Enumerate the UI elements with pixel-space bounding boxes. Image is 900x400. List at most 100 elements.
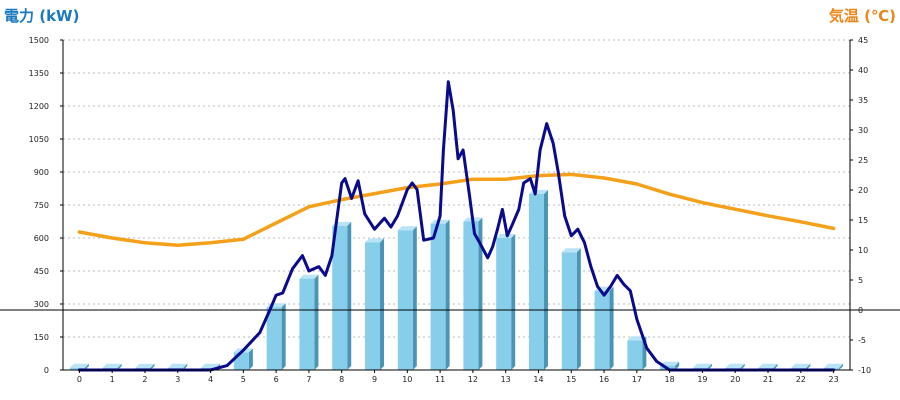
right-axis-title: 気温 (℃) xyxy=(829,7,896,25)
bar-front xyxy=(266,307,282,370)
bar-9 xyxy=(365,238,385,370)
bar-side xyxy=(609,286,614,370)
bar-side xyxy=(740,363,745,370)
bar-top xyxy=(496,234,516,238)
x-tick-label-18: 18 xyxy=(665,375,675,384)
bar-top xyxy=(299,274,319,279)
bar-top xyxy=(102,363,122,368)
bar-side xyxy=(248,348,253,370)
bar-front xyxy=(561,252,577,370)
x-tick-label-16: 16 xyxy=(599,375,609,384)
x-tick-label-1: 1 xyxy=(110,375,115,384)
right-tick-label-40: 40 xyxy=(858,66,868,75)
bar-top xyxy=(201,363,221,368)
x-tick-label-23: 23 xyxy=(829,375,839,384)
left-tick-label-450: 450 xyxy=(34,267,49,276)
temperature-line xyxy=(77,172,836,247)
x-tick-label-0: 0 xyxy=(77,375,82,384)
x-tick-label-8: 8 xyxy=(339,375,344,384)
bar-side xyxy=(839,363,844,370)
left-tick-label-1050: 1050 xyxy=(29,135,49,144)
left-tick-label-900: 900 xyxy=(34,168,49,177)
bar-side xyxy=(445,219,450,370)
bar-side xyxy=(281,303,286,370)
power-line xyxy=(77,80,836,372)
grid-layer xyxy=(63,39,850,338)
right-tick-label-0: 0 xyxy=(858,306,863,315)
left-tick-label-300: 300 xyxy=(34,300,49,309)
bar-side xyxy=(806,363,811,370)
ticks-layer: 01503004506007509001050120013501500-10-5… xyxy=(29,36,871,384)
axes-layer xyxy=(60,39,853,373)
x-tick-label-21: 21 xyxy=(763,375,773,384)
bar-top xyxy=(561,248,581,253)
bar-side xyxy=(675,361,680,370)
bar-front xyxy=(627,340,643,370)
x-tick-label-20: 20 xyxy=(730,375,740,384)
bar-top xyxy=(791,363,811,368)
left-axis-title: 電力 (kW) xyxy=(4,7,79,25)
bar-10 xyxy=(397,226,417,370)
bar-top xyxy=(758,363,778,368)
bar-12 xyxy=(463,217,483,370)
x-tick-label-11: 11 xyxy=(435,375,445,384)
right-tick-label-35: 35 xyxy=(858,96,868,105)
left-tick-label-150: 150 xyxy=(34,333,49,342)
bar-front xyxy=(496,238,512,370)
bar-11 xyxy=(430,219,450,370)
left-tick-label-750: 750 xyxy=(34,201,49,210)
bar-top xyxy=(430,219,450,224)
x-tick-label-15: 15 xyxy=(566,375,576,384)
right-tick-label-20: 20 xyxy=(858,186,868,195)
bar-side xyxy=(412,226,417,370)
left-tick-label-0: 0 xyxy=(44,366,49,375)
right-tick-label-5: 5 xyxy=(858,276,863,285)
bar-top xyxy=(660,361,680,366)
right-tick-label-45: 45 xyxy=(858,36,868,45)
bar-front xyxy=(299,278,315,370)
x-tick-label-22: 22 xyxy=(796,375,806,384)
right-tick-label-10: 10 xyxy=(858,246,868,255)
x-tick-label-12: 12 xyxy=(468,375,478,384)
bar-top xyxy=(725,363,745,368)
x-tick-label-7: 7 xyxy=(306,375,311,384)
bar-side xyxy=(347,221,352,370)
x-tick-label-19: 19 xyxy=(697,375,707,384)
bar-side xyxy=(543,190,548,370)
bar-side xyxy=(380,238,385,370)
bar-14 xyxy=(528,190,548,370)
bar-16 xyxy=(594,286,614,370)
bars-layer xyxy=(69,190,844,370)
x-tick-label-6: 6 xyxy=(274,375,279,384)
right-tick-label--5: -5 xyxy=(858,336,866,345)
bar-side xyxy=(314,274,319,370)
bar-front xyxy=(397,230,413,370)
x-tick-label-3: 3 xyxy=(175,375,180,384)
bar-15 xyxy=(561,248,581,370)
x-tick-label-2: 2 xyxy=(142,375,147,384)
right-tick-label-25: 25 xyxy=(858,156,868,165)
bar-8 xyxy=(332,221,352,370)
bar-front xyxy=(528,194,544,370)
bar-side xyxy=(117,363,122,370)
bar-top xyxy=(692,363,712,368)
x-tick-label-13: 13 xyxy=(501,375,511,384)
right-tick-label-30: 30 xyxy=(858,126,868,135)
bar-side xyxy=(511,234,516,370)
x-tick-label-5: 5 xyxy=(241,375,246,384)
bar-side xyxy=(150,363,155,370)
right-tick-label-15: 15 xyxy=(858,216,868,225)
left-tick-label-600: 600 xyxy=(34,234,49,243)
left-tick-label-1500: 1500 xyxy=(29,36,49,45)
bar-front xyxy=(69,367,85,370)
bar-side xyxy=(773,363,778,370)
bar-13 xyxy=(496,234,516,370)
left-tick-label-1200: 1200 xyxy=(29,102,49,111)
x-tick-label-4: 4 xyxy=(208,375,213,384)
bar-front xyxy=(594,290,610,370)
x-tick-label-10: 10 xyxy=(402,375,412,384)
bar-17 xyxy=(627,336,647,370)
bar-side xyxy=(576,248,581,370)
